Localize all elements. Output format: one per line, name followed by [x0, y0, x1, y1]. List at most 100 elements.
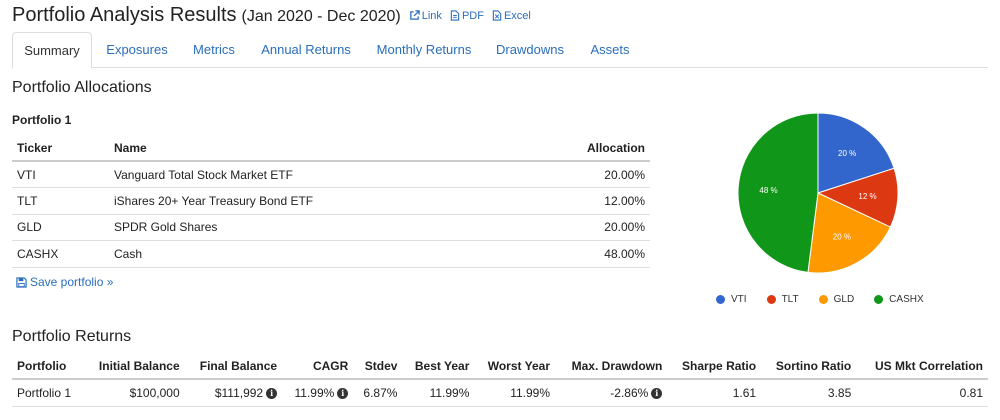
legend-label: VTI [731, 294, 747, 305]
legend-item-tlt[interactable]: TLT [766, 294, 799, 305]
column-header-worst-year: Worst Year [474, 353, 555, 380]
pie-slice-cashx[interactable] [737, 112, 819, 273]
name-cell: iShares 20+ Year Treasury Bond ETF [109, 187, 518, 215]
allocation-cell: 20.00% [517, 161, 650, 188]
name-cell: Cash [109, 240, 518, 268]
legend-item-gld[interactable]: GLD [818, 294, 855, 305]
cagr-value: 11.99% [294, 385, 335, 400]
returns-table: Portfolio Initial Balance Final Balance … [12, 353, 988, 407]
column-header-allocation: Allocation [517, 135, 650, 162]
worst-year-cell: 11.99% [474, 379, 555, 407]
info-icon[interactable]: i [651, 388, 663, 400]
best-year-cell: 11.99% [402, 379, 475, 407]
excel-file-icon [492, 10, 502, 21]
pie-slice-label: 20 % [833, 232, 851, 241]
pie-slice-gld[interactable] [807, 192, 892, 274]
excel-button[interactable]: Excel [492, 10, 531, 22]
date-range: (Jan 2020 - Dec 2020) [241, 8, 401, 25]
table-header-row: Ticker Name Allocation [12, 135, 650, 162]
tab-summary[interactable]: Summary [12, 32, 92, 69]
sortino-ratio-cell: 3.85 [761, 379, 857, 407]
link-button[interactable]: Link [409, 10, 442, 22]
pie-legend: VTI TLT GLD CASHX [716, 294, 944, 305]
table-header-row: Portfolio Initial Balance Final Balance … [12, 353, 988, 380]
legend-marker [716, 295, 725, 304]
legend-label: TLT [781, 294, 799, 305]
column-header-stdev: Stdev [353, 353, 403, 380]
info-icon[interactable]: i [337, 388, 349, 400]
tab-exposures[interactable]: Exposures [106, 42, 168, 57]
column-header-ticker: Ticker [12, 135, 109, 162]
allocation-pie-chart: 20 % 12 % 20 % 48 % [737, 112, 899, 274]
initial-balance-cell: $100,000 [83, 379, 185, 407]
name-cell: SPDR Gold Shares [109, 214, 518, 241]
ticker-cell: VTI [12, 161, 109, 188]
results-tabs: Summary Exposures Metrics Annual Returns… [12, 32, 988, 69]
info-icon[interactable]: i [266, 388, 278, 400]
legend-label: CASHX [889, 294, 924, 305]
page-header: Portfolio Analysis Results (Jan 2020 - D… [12, 4, 531, 30]
save-portfolio-label: Save portfolio » [30, 275, 114, 289]
name-cell: Vanguard Total Stock Market ETF [109, 161, 518, 188]
ticker-cell: CASHX [12, 240, 109, 268]
pie-slice-label: 20 % [838, 149, 856, 158]
column-header-us-mkt-correlation: US Mkt Correlation [856, 353, 988, 380]
column-header-best-year: Best Year [402, 353, 475, 380]
pie-slice-vti[interactable] [817, 112, 895, 194]
pdf-button[interactable]: PDF [450, 10, 484, 22]
column-header-portfolio: Portfolio [12, 353, 84, 380]
link-label: Link [421, 9, 442, 22]
allocation-cell: 20.00% [517, 214, 650, 241]
cagr-cell: 11.99% i [282, 379, 354, 407]
legend-label: GLD [833, 294, 855, 305]
table-row: GLD SPDR Gold Shares 20.00% [12, 214, 650, 241]
allocations-table: Ticker Name Allocation VTI Vanguard Tota… [12, 135, 650, 268]
max-drawdown-value: -2.86% [610, 385, 649, 400]
max-drawdown-cell: -2.86% i [555, 379, 668, 407]
final-balance-value: $111,992 [214, 385, 264, 400]
portfolio-name: Portfolio 1 [12, 113, 72, 127]
ticker-cell: TLT [12, 187, 109, 215]
column-header-initial-balance: Initial Balance [83, 353, 185, 380]
table-row: Portfolio 1 $100,000 $111,992 i 11.99% i 6… [12, 379, 988, 407]
stdev-cell: 6.87% [353, 379, 403, 407]
allocations-title: Portfolio Allocations [12, 79, 152, 96]
table-row: VTI Vanguard Total Stock Market ETF 20.0… [12, 161, 650, 188]
legend-item-cashx[interactable]: CASHX [874, 294, 924, 305]
pie-slice-label: 48 % [759, 186, 777, 195]
external-link-icon [409, 10, 420, 20]
tab-monthly-returns[interactable]: Monthly Returns [376, 42, 472, 57]
tab-metrics[interactable]: Metrics [193, 42, 235, 57]
allocation-cell: 12.00% [517, 187, 650, 215]
table-row: CASHX Cash 48.00% [12, 240, 650, 268]
column-header-cagr: CAGR [282, 353, 354, 380]
tab-drawdowns[interactable]: Drawdowns [496, 42, 564, 57]
table-row: TLT iShares 20+ Year Treasury Bond ETF 1… [12, 187, 650, 215]
us-mkt-correlation-cell: 0.81 [856, 379, 988, 407]
page-title: Portfolio Analysis Results [12, 4, 237, 26]
legend-marker [766, 295, 776, 304]
legend-marker [818, 295, 828, 304]
column-header-name: Name [109, 135, 518, 162]
column-header-sortino-ratio: Sortino Ratio [761, 353, 857, 380]
pie-slice-label: 12 % [858, 192, 876, 201]
returns-title: Portfolio Returns [12, 328, 132, 345]
column-header-sharpe-ratio: Sharpe Ratio [667, 353, 762, 380]
column-header-max-drawdown: Max. Drawdown [555, 353, 668, 380]
legend-marker [874, 295, 884, 304]
pdf-file-icon [450, 10, 460, 21]
column-header-final-balance: Final Balance [184, 353, 283, 380]
save-portfolio-link[interactable]: Save portfolio » [16, 275, 113, 289]
floppy-disk-icon [16, 276, 27, 288]
ticker-cell: GLD [12, 214, 109, 241]
portfolio-cell: Portfolio 1 [12, 379, 84, 407]
pdf-label: PDF [461, 9, 484, 22]
pie-slice-tlt[interactable] [816, 167, 899, 228]
sharpe-ratio-cell: 1.61 [667, 379, 762, 407]
excel-label: Excel [503, 9, 531, 22]
tab-annual-returns[interactable]: Annual Returns [261, 42, 351, 57]
final-balance-cell: $111,992 i [184, 379, 283, 407]
tab-assets[interactable]: Assets [590, 42, 630, 57]
legend-item-vti[interactable]: VTI [716, 294, 747, 305]
allocation-cell: 48.00% [517, 240, 650, 268]
